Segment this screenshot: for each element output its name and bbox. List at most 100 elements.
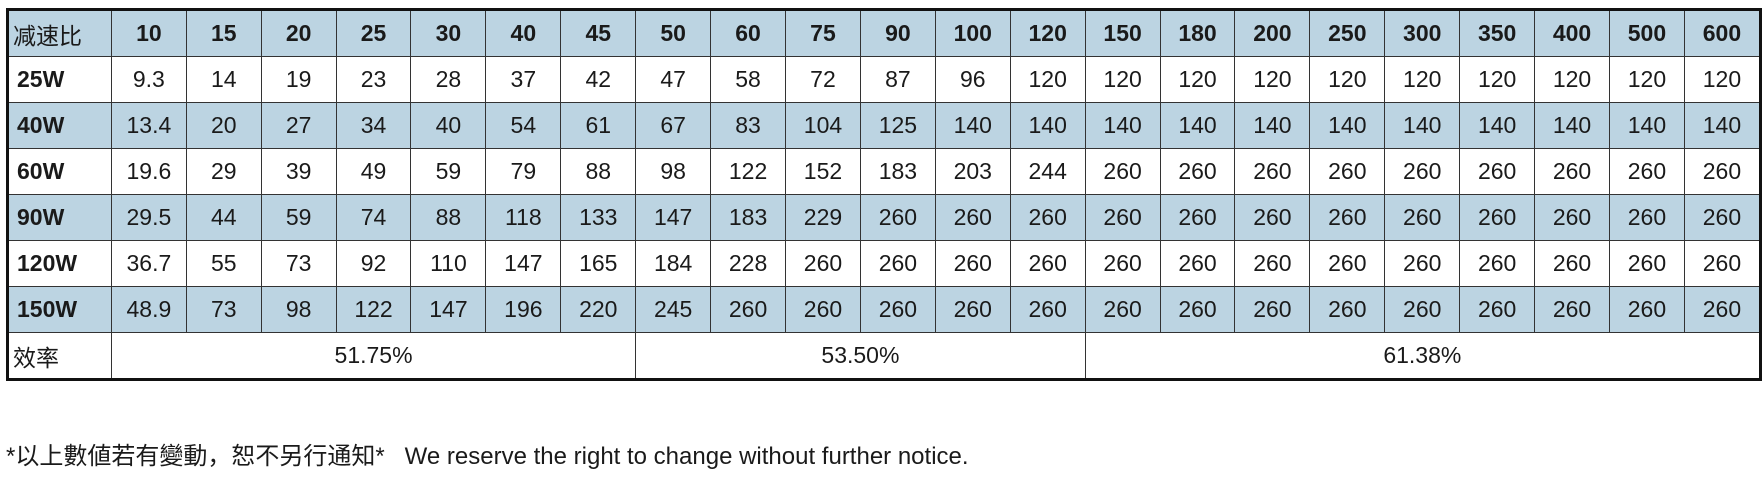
table-cell: 140 [1534,102,1610,149]
ratio-header: 200 [1234,9,1311,57]
table-cell: 260 [710,286,787,333]
table-cell: 67 [635,102,712,149]
table-cell: 260 [1009,240,1086,287]
table-row: 25W 9.3 14 19 23 28 37 42 47 58 72 87 96 120 120 120 120… [7,56,1762,103]
table-cell: 260 [1159,194,1236,241]
table-cell: 98 [635,148,712,195]
table-cell: 29 [185,148,262,195]
ratio-header: 400 [1534,9,1610,57]
table-cell: 260 [1459,240,1536,287]
table-cell: 49 [335,148,412,195]
table-cell: 55 [185,240,262,287]
table-cell: 96 [934,56,1011,103]
table-cell: 260 [1534,148,1610,195]
table-cell: 54 [485,102,562,149]
table-cell: 73 [260,240,337,287]
ratio-header: 40 [485,9,562,57]
table-cell: 260 [1309,240,1386,287]
ratio-header: 90 [859,9,936,57]
table-cell: 229 [785,194,861,241]
table-cell: 260 [1384,240,1461,287]
ratio-header: 15 [185,9,262,57]
table-cell: 19 [260,56,337,103]
table-cell: 147 [410,286,487,333]
table-cell: 140 [1459,102,1536,149]
table-cell: 220 [560,286,637,333]
table-cell: 260 [1084,148,1161,195]
table-cell: 260 [785,286,861,333]
ratio-header: 45 [560,9,637,57]
corner-label: 减速比 [7,9,112,57]
table-cell: 120 [1459,56,1536,103]
efficiency-label: 效率 [7,332,112,380]
table-cell: 72 [785,56,861,103]
table-row: 40W 13.4 20 27 34 40 54 61 67 83 104 125 140 140 140 14… [7,102,1762,149]
table-cell: 122 [710,148,787,195]
table-cell: 260 [934,194,1011,241]
footnote: *以上數値若有變動，恕不另行通知* We reserve the right t… [6,443,969,470]
table-cell: 260 [1309,194,1386,241]
table-cell: 120 [1608,56,1685,103]
table-cell: 147 [635,194,712,241]
table-cell: 260 [1159,286,1236,333]
ratio-header: 30 [410,9,487,57]
table-cell: 27 [260,102,337,149]
table-cell: 29.5 [110,194,187,241]
table-cell: 122 [335,286,412,333]
table-cell: 44 [185,194,262,241]
table-cell: 260 [1159,148,1236,195]
table-cell: 73 [185,286,262,333]
ratio-header: 350 [1459,9,1536,57]
table-cell: 260 [785,240,861,287]
table-cell: 260 [1608,240,1685,287]
ratio-header: 20 [260,9,337,57]
table-cell: 152 [785,148,861,195]
table-cell: 260 [1608,148,1685,195]
table-cell: 260 [859,286,936,333]
table-cell: 74 [335,194,412,241]
table-cell: 260 [1234,286,1311,333]
table-cell: 260 [1234,148,1311,195]
table-cell: 245 [635,286,712,333]
table-cell: 183 [710,194,787,241]
row-label: 90W [7,194,112,241]
table-cell: 140 [1234,102,1311,149]
table-cell: 184 [635,240,712,287]
table-cell: 260 [934,240,1011,287]
table-cell: 196 [485,286,562,333]
table-cell: 9.3 [110,56,187,103]
table-cell: 140 [1309,102,1386,149]
ratio-header: 60 [710,9,787,57]
table-cell: 228 [710,240,787,287]
table-row: 120W 36.7 55 73 92 110 147 165 184 228 260 260 260 26… [7,240,1762,287]
table-cell: 260 [1534,240,1610,287]
table-cell: 120 [1384,56,1461,103]
table-cell: 260 [1009,194,1086,241]
table-cell: 260 [1084,240,1161,287]
header-row: 减速比 10 15 20 25 30 40 45 50 60 75 90 100 120 150 180 200… [7,9,1762,57]
table-cell: 260 [1009,286,1086,333]
ratio-header: 25 [335,9,412,57]
table-cell: 260 [1384,148,1461,195]
table-cell: 260 [1309,286,1386,333]
table-cell: 260 [1234,240,1311,287]
ratio-header: 120 [1009,9,1086,57]
table-cell: 83 [710,102,787,149]
table-cell: 79 [485,148,562,195]
efficiency-value: 61.38% [1084,332,1762,380]
table-cell: 120 [1534,56,1610,103]
table-cell: 37 [485,56,562,103]
table-cell: 260 [1683,240,1762,287]
table-cell: 140 [934,102,1011,149]
table-cell: 147 [485,240,562,287]
table-cell: 34 [335,102,412,149]
table-cell: 260 [1159,240,1236,287]
table-cell: 120 [1234,56,1311,103]
table-cell: 120 [1683,56,1762,103]
table-row: 90W 29.5 44 59 74 88 118 133 147 183 229 260 260 260 2… [7,194,1762,241]
efficiency-value: 51.75% [110,332,637,380]
table-cell: 260 [859,194,936,241]
ratio-header: 500 [1608,9,1685,57]
table-cell: 140 [1608,102,1685,149]
table-cell: 92 [335,240,412,287]
